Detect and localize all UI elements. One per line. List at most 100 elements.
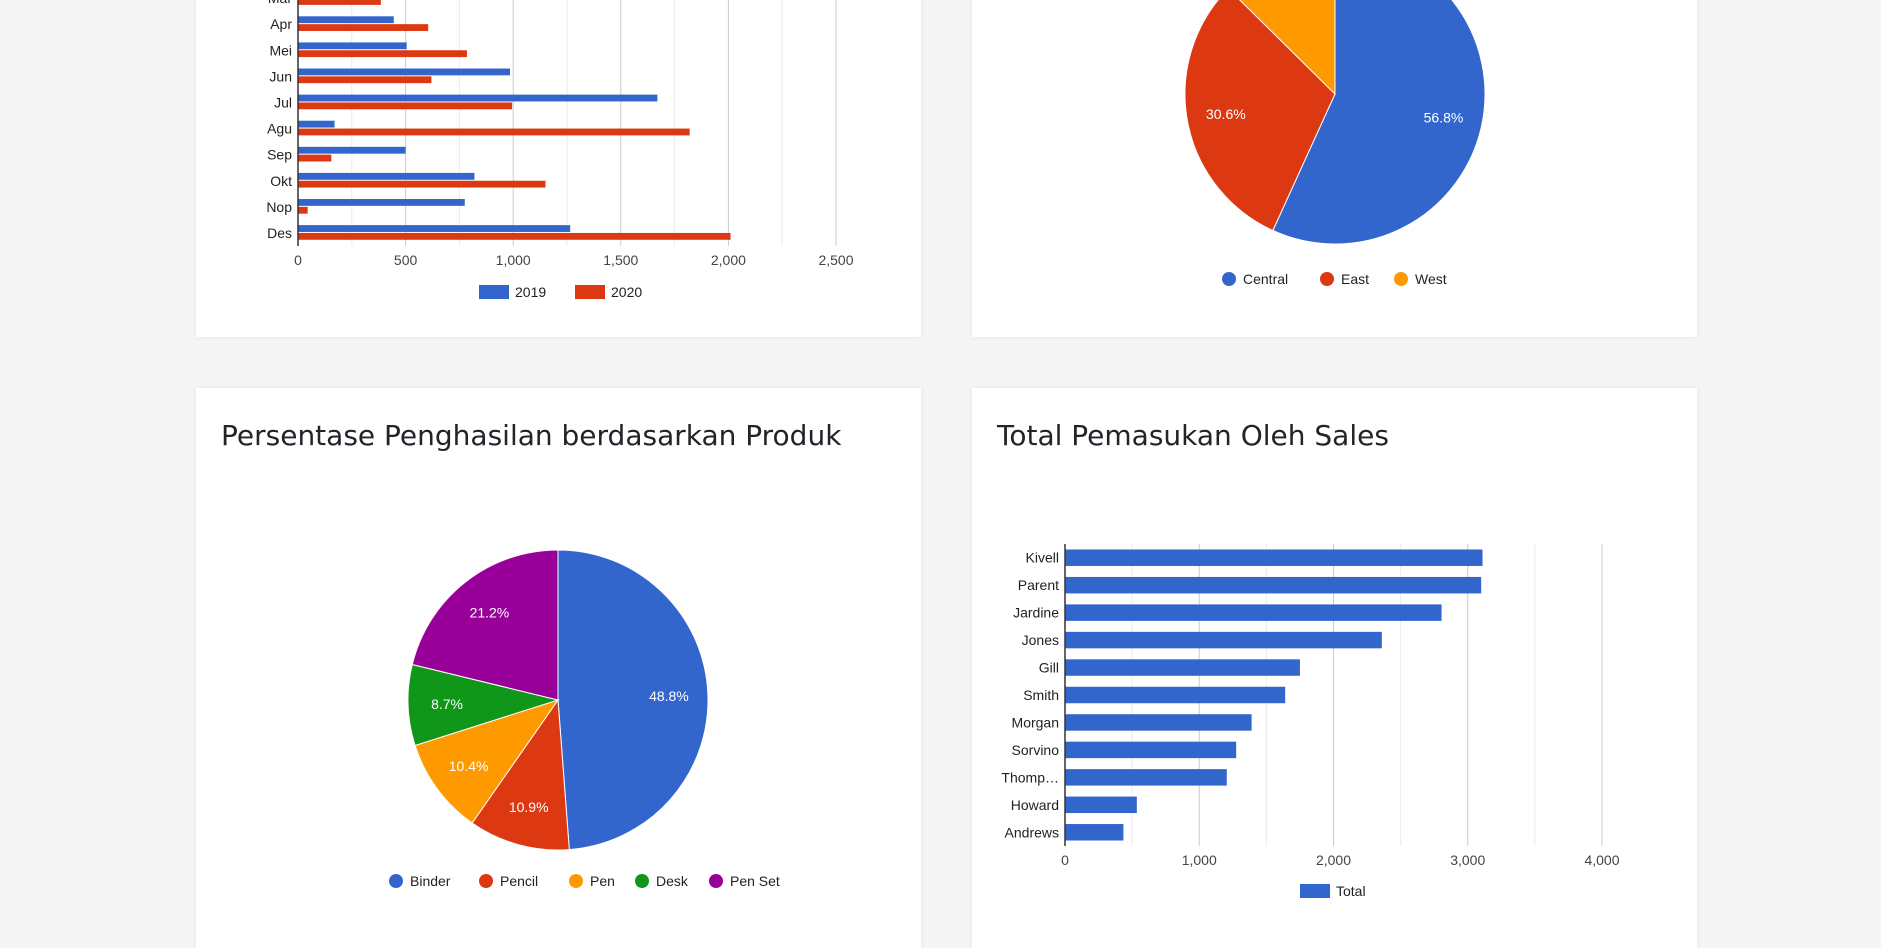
bar-2020-agu	[298, 128, 690, 136]
legend-swatch-2020	[575, 285, 605, 299]
slice-value-label-pen-set: 21.2%	[470, 605, 510, 621]
monthly-income-card: 0 500 1,000 1,500 2,000 2,500 Mar Apr Mei Jun Jul A…	[196, 0, 921, 337]
y-category-label-jones: Jones	[1022, 632, 1059, 648]
y-category-label-sorvino: Sorvino	[1012, 742, 1060, 758]
y-category-label-parent: Parent	[1018, 577, 1059, 593]
legend-swatch-west	[1394, 272, 1408, 286]
monthly-income-chart: 0 500 1,000 1,500 2,000 2,500 Mar Apr Mei Jun Jul A…	[266, 0, 854, 300]
bar-2020-jun	[298, 76, 432, 84]
region-income-chart: 56.8% 30.6% Central East West	[1184, 0, 1486, 287]
bar-2020-apr	[298, 24, 429, 31]
x-tick-label-1-000: 1,000	[1182, 852, 1217, 868]
bar-total-thomp	[1065, 769, 1227, 786]
bar-2020-jul	[298, 102, 513, 110]
pie-slice-central	[1272, 0, 1486, 245]
x-tick-label-1-500: 1,500	[603, 252, 638, 268]
legend-swatch-pencil	[479, 874, 493, 888]
legend-swatch-binder	[389, 874, 403, 888]
bar-2019-okt	[298, 172, 475, 180]
bar-2019-jul	[298, 94, 658, 102]
pie-slice-pen	[414, 699, 560, 824]
legend-swatch-pen	[569, 874, 583, 888]
legend-label-west: West	[1415, 271, 1447, 287]
bar-2019-des	[298, 225, 571, 232]
legend-label-east: East	[1341, 271, 1369, 287]
y-category-label-mar: Mar	[268, 0, 292, 6]
x-tick-label-4-000: 4,000	[1584, 852, 1619, 868]
slice-value-label-desk: 8.7%	[431, 696, 463, 712]
bar-2020-des	[298, 232, 731, 240]
x-tick-label-2-500: 2,500	[818, 252, 853, 268]
slice-value-label-pen: 10.4%	[449, 758, 489, 774]
legend-swatch-desk	[635, 874, 649, 888]
y-category-label-des: Des	[267, 225, 292, 241]
region-income-card: 56.8% 30.6% Central East West	[972, 0, 1697, 337]
bar-total-sorvino	[1065, 741, 1237, 759]
sales-income-title: Total Pemasukan Oleh Sales	[997, 419, 1389, 452]
legend-label-2020: 2020	[611, 284, 642, 300]
slice-value-label-central: 56.8%	[1424, 110, 1464, 126]
legend-swatch-pen-set	[709, 874, 723, 888]
bar-2019-sep	[298, 146, 406, 154]
bar-2020-mar	[298, 0, 381, 5]
y-category-label-jardine: Jardine	[1013, 605, 1059, 621]
legend-label-total: Total	[1336, 883, 1366, 899]
bar-2020-okt	[298, 180, 546, 188]
bar-total-jones	[1065, 631, 1382, 649]
bar-total-parent	[1065, 576, 1482, 594]
y-category-label-nop: Nop	[266, 199, 292, 215]
bar-2020-nop	[298, 206, 308, 214]
legend-label-pencil: Pencil	[500, 873, 538, 889]
bar-total-jardine	[1065, 604, 1442, 621]
y-category-label-agu: Agu	[267, 121, 292, 137]
bar-2019-agu	[298, 120, 335, 128]
x-tick-label-2-000: 2,000	[1316, 852, 1351, 868]
bar-2020-mei	[298, 50, 467, 58]
product-income-card: Persentase Penghasilan berdasarkan Produ…	[196, 388, 921, 948]
bar-total-gill	[1065, 659, 1300, 676]
legend-swatch-total	[1300, 884, 1330, 898]
y-category-label-andrews: Andrews	[1005, 824, 1059, 840]
x-tick-label-3-000: 3,000	[1450, 852, 1485, 868]
legend-label-central: Central	[1243, 271, 1288, 287]
slice-value-label-pencil: 10.9%	[509, 799, 549, 815]
bar-total-kivell	[1065, 549, 1483, 566]
x-tick-label-0: 0	[1061, 852, 1069, 868]
pie-slice-desk	[407, 663, 560, 747]
y-category-label-okt: Okt	[270, 173, 292, 189]
product-income-title: Persentase Penghasilan berdasarkan Produ…	[221, 419, 842, 452]
y-category-label-sep: Sep	[267, 147, 292, 163]
bar-total-howard	[1065, 796, 1137, 814]
x-tick-label-500: 500	[394, 252, 418, 268]
y-category-label-jun: Jun	[269, 68, 292, 84]
x-tick-label-0: 0	[294, 252, 302, 268]
y-category-label-gill: Gill	[1039, 660, 1059, 676]
y-category-label-apr: Apr	[270, 16, 292, 32]
sales-income-chart: 0 1,000 2,000 3,000 4,000 Kivell Parent Jardine…	[1001, 544, 1620, 899]
y-category-label-smith: Smith	[1023, 687, 1059, 703]
pie-slice-west	[1239, 0, 1336, 96]
bar-2019-apr	[298, 16, 394, 24]
bar-2020-sep	[298, 154, 332, 162]
x-tick-label-1-000: 1,000	[496, 252, 531, 268]
legend-label-pen: Pen	[590, 873, 615, 889]
y-category-label-morgan: Morgan	[1012, 714, 1059, 730]
product-income-chart: 48.8% 10.9% 10.4% 8.7% 21.2% Binder Pencil Pen D…	[389, 549, 780, 889]
legend-swatch-east	[1320, 272, 1334, 286]
y-category-label-mei: Mei	[269, 42, 292, 58]
legend-label-desk: Desk	[656, 873, 689, 889]
pie-slice-pen-set	[411, 549, 559, 701]
legend-label-2019: 2019	[515, 284, 546, 300]
bar-2019-mei	[298, 42, 407, 50]
x-tick-label-2-000: 2,000	[711, 252, 746, 268]
legend-label-pen-set: Pen Set	[730, 873, 780, 889]
y-category-label-jul: Jul	[274, 94, 292, 110]
slice-value-label-binder: 48.8%	[649, 688, 689, 704]
bar-total-smith	[1065, 686, 1286, 704]
legend-swatch-2019	[479, 285, 509, 299]
pie-slice-binder	[557, 549, 709, 851]
legend-label-binder: Binder	[410, 873, 451, 889]
legend-swatch-central	[1222, 272, 1236, 286]
pie-slice-pencil	[471, 698, 570, 851]
slice-value-label-east: 30.6%	[1206, 106, 1246, 122]
